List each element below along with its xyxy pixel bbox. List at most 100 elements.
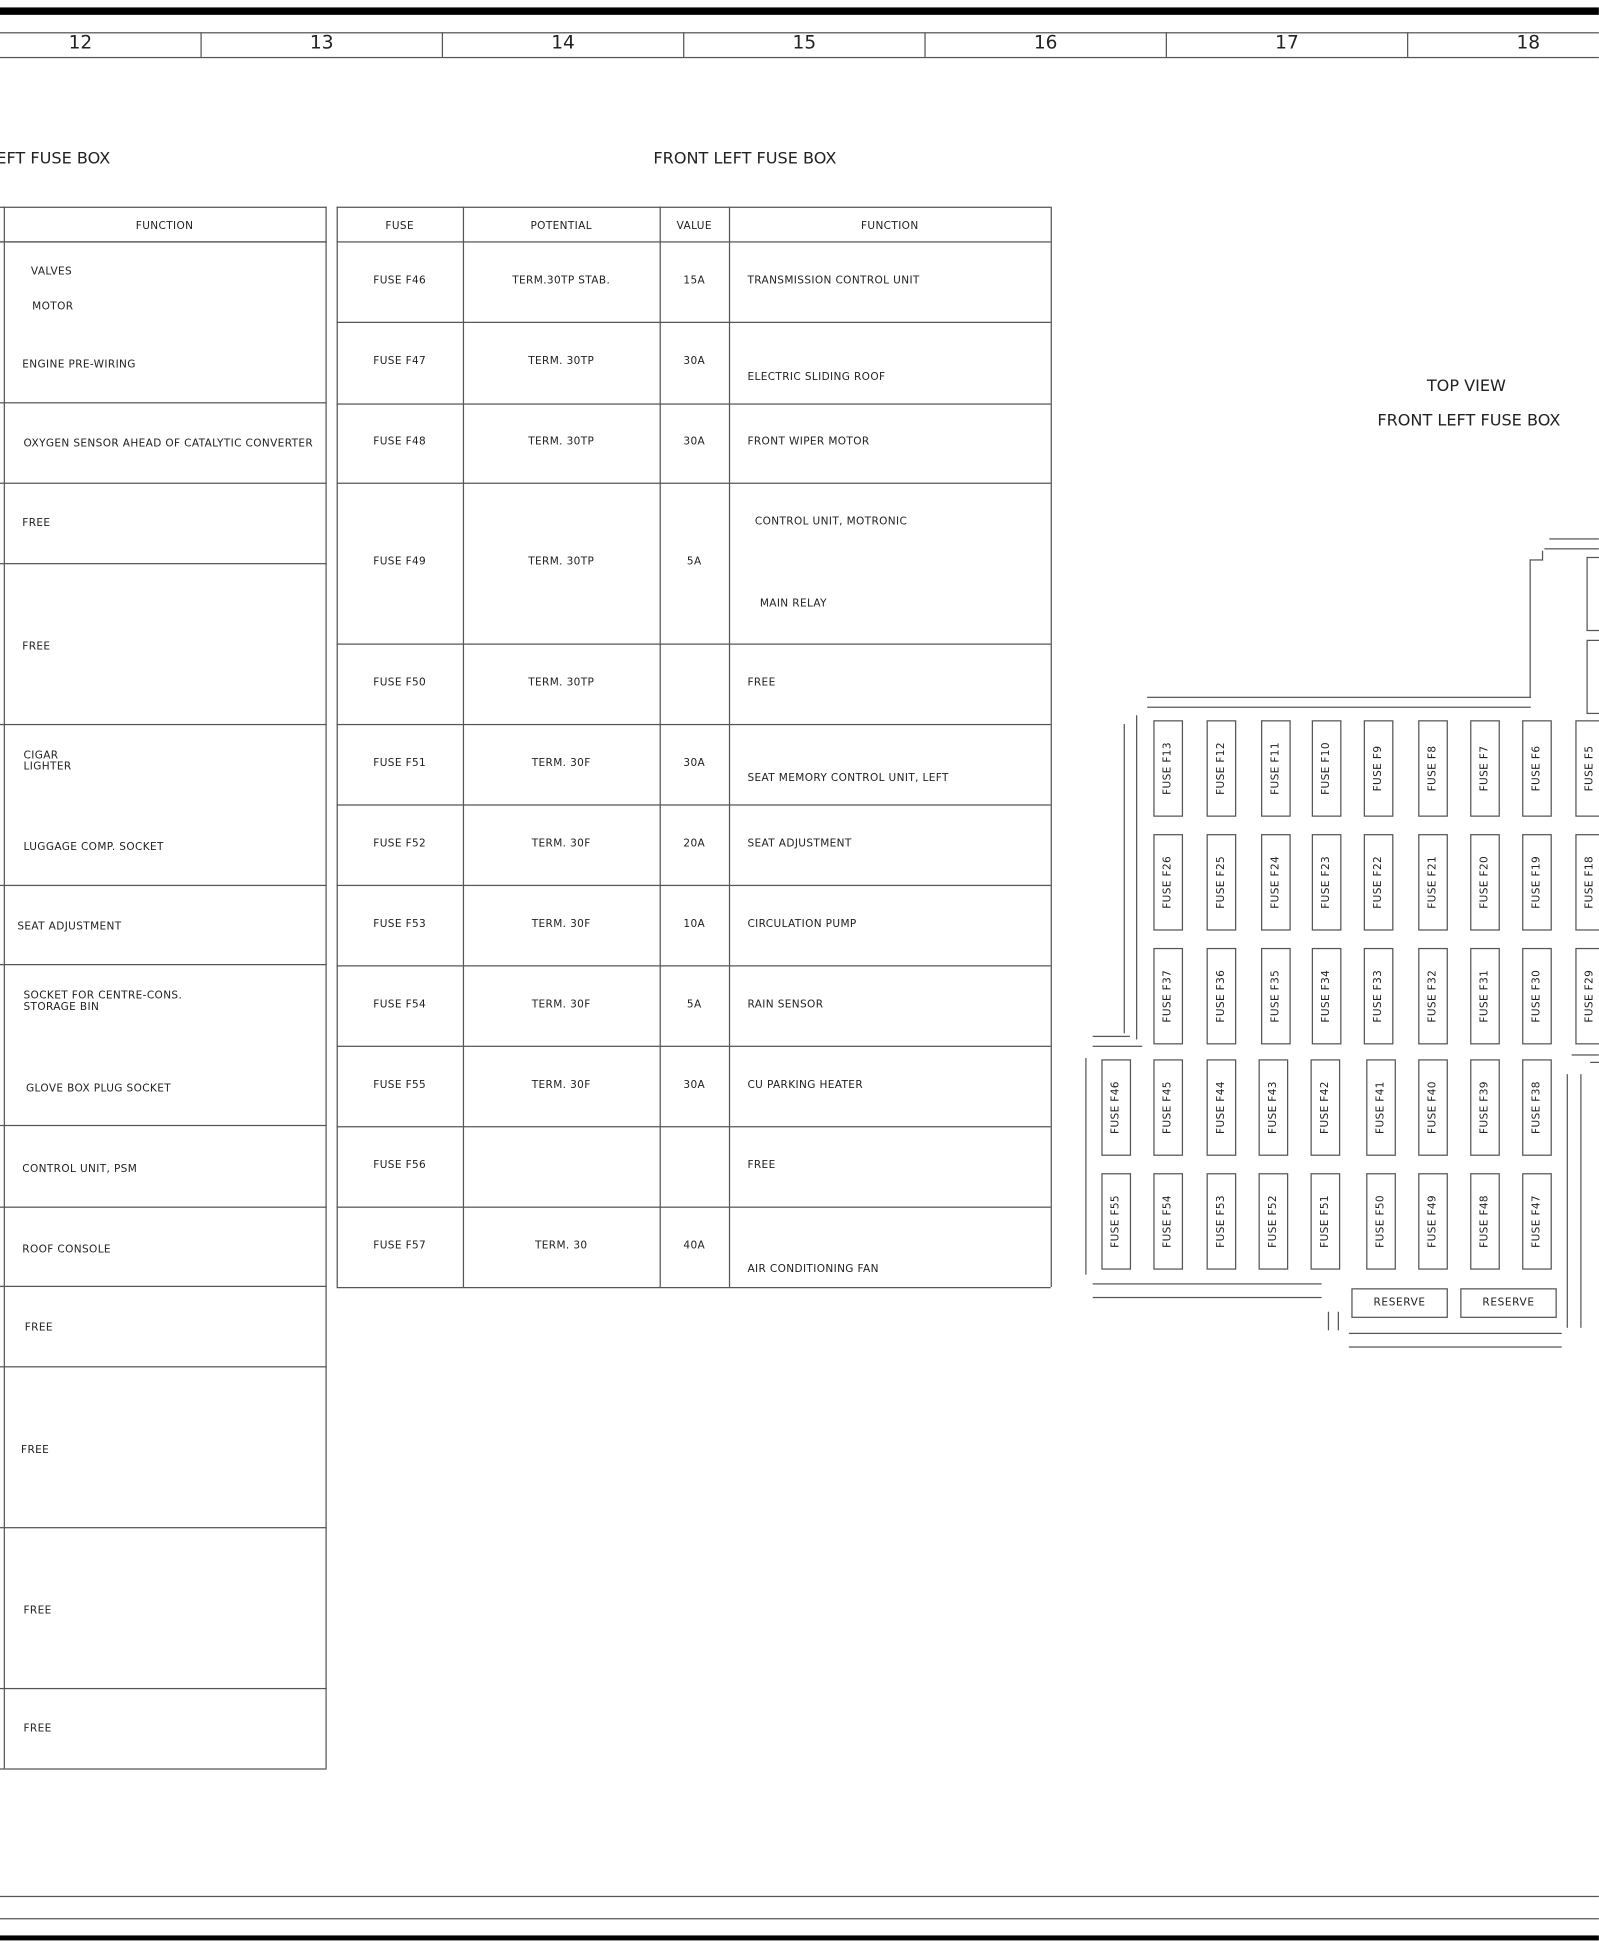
fuse-slot[interactable]: FUSE F9 [1363, 720, 1394, 817]
fuse-slot[interactable]: FUSE F54 [1153, 1173, 1184, 1270]
function-cell: MAIN RELAY [759, 597, 827, 611]
function-cell: AIR CONDITIONING FAN [747, 1263, 879, 1276]
fuse-slot[interactable]: FUSE F32 [1418, 947, 1448, 1045]
function-cell: CONTROL UNIT, MOTRONIC [754, 516, 908, 529]
fuse-slot[interactable]: FUSE F25 [1206, 834, 1237, 931]
fuse-slot[interactable]: FUSE F5 [1575, 720, 1599, 817]
fuse-label: FUSE F29 [1584, 969, 1597, 1023]
fuse-slot[interactable]: FUSE F52 [1258, 1173, 1289, 1270]
fuse-slot[interactable]: FUSE F24 [1261, 834, 1291, 931]
divider-line [1327, 1311, 1330, 1331]
fuse-slot[interactable]: FUSE F47 [1522, 1173, 1552, 1270]
fuse-slot[interactable]: FUSE F18 [1575, 834, 1599, 931]
fuse-label: FUSE F45 [1162, 1081, 1175, 1134]
fuse-slot[interactable]: FUSE F8 [1418, 720, 1448, 817]
divider-line [1147, 696, 1531, 698]
function-cell: FREE [747, 676, 776, 689]
fuse-slot[interactable]: FUSE F42 [1310, 1059, 1341, 1156]
divider-line [0, 884, 327, 887]
fuse-label: FUSE F46 [1110, 1081, 1123, 1134]
function-text: OXYGEN SENSOR AHEAD OF CATALYTIC CONVERT… [23, 438, 314, 451]
fuse-slot[interactable]: FUSE F21 [1418, 834, 1448, 931]
fuse-slot[interactable]: FUSE F6 [1522, 720, 1552, 817]
divider-line [1147, 706, 1531, 708]
fuse-slot[interactable]: FUSE F38 [1522, 1059, 1552, 1156]
fuse-slot[interactable]: FUSE F30 [1522, 947, 1552, 1045]
fuse-slot[interactable]: FUSE F55 [1101, 1173, 1132, 1270]
value-cell: 10A [683, 917, 706, 930]
fuse-label: FUSE F44 [1215, 1081, 1228, 1134]
fuse-label: FUSE F31 [1478, 969, 1492, 1023]
function-cell: TRANSMISSION CONTROL UNIT [747, 274, 920, 287]
fuse-slot[interactable]: FUSE F41 [1366, 1059, 1396, 1156]
fuse-slot[interactable]: FUSE F40 [1418, 1059, 1448, 1156]
fuse-label: FUSE F21 [1426, 855, 1440, 909]
divider-line [0, 1895, 1599, 1898]
value-cell: 5A [686, 998, 702, 1011]
function-cell: ELECTRIC SLIDING ROOF [747, 371, 886, 384]
fuse-slot[interactable]: FUSE F45 [1153, 1059, 1184, 1156]
divider-line [0, 1285, 327, 1287]
divider-line [336, 1045, 1051, 1047]
function-text: FREE [24, 1321, 53, 1335]
fuse-label: FUSE F52 [1267, 1194, 1280, 1248]
fuse-slot[interactable]: FUSE F12 [1206, 720, 1237, 817]
divider-line [1123, 723, 1125, 1034]
fuse-slot[interactable]: FUSE F35 [1261, 947, 1291, 1045]
fuse-slot[interactable]: FUSE F34 [1311, 947, 1342, 1045]
fuse-slot[interactable]: FUSE F49 [1418, 1173, 1448, 1270]
fuse-slot[interactable]: FUSE F39 [1470, 1059, 1500, 1156]
function-text: FREE [23, 1722, 52, 1735]
divider-line [1136, 715, 1138, 1040]
function-text: FREE [23, 1605, 52, 1618]
fuse-slot[interactable]: FUSE F29 [1575, 947, 1599, 1045]
fuse-slot[interactable]: FUSE F51 [1310, 1173, 1341, 1270]
fuse-label: FUSE F5 [1584, 745, 1597, 792]
fuse-slot[interactable]: FUSE F19 [1522, 834, 1552, 931]
fuse-slot[interactable]: FUSE F7 [1470, 720, 1500, 817]
divider-line [1348, 1332, 1562, 1335]
divider-line [0, 964, 327, 966]
fuse-slot[interactable]: FUSE F22 [1363, 834, 1394, 931]
divider-line [336, 643, 1051, 645]
function-text: SEAT ADJUSTMENT [17, 920, 122, 934]
potential-cell: TERM. 30TP [528, 435, 595, 448]
fuse-label: FUSE F33 [1372, 969, 1385, 1023]
fuse-slot[interactable]: FUSE F33 [1363, 947, 1394, 1045]
divider-line [441, 32, 444, 57]
fuse-slot[interactable]: FUSE F36 [1206, 947, 1237, 1045]
fuse-slot[interactable]: FUSE F50 [1366, 1173, 1396, 1270]
fuse-label: FUSE F48 [1478, 1194, 1492, 1248]
value-cell: 30A [683, 435, 706, 448]
fuse-slot[interactable]: FUSE F37 [1153, 947, 1184, 1045]
reserve-slot: RESERVE [1351, 1288, 1448, 1318]
fuse-label: FUSE F20 [1478, 855, 1492, 909]
reserve-slot: RESERVE [1460, 1288, 1557, 1318]
fuse-label: FUSE F23 [1320, 855, 1333, 909]
divider-line [0, 56, 1599, 59]
fuse-slot[interactable]: FUSE F31 [1470, 947, 1500, 1045]
fuse-slot[interactable]: FUSE F26 [1153, 834, 1184, 931]
fuse-slot[interactable]: FUSE F48 [1470, 1173, 1500, 1270]
fuse-slot[interactable]: FUSE F43 [1258, 1059, 1289, 1156]
fuse-label: FUSE F12 [1215, 742, 1228, 795]
fuse-slot[interactable]: FUSE F53 [1206, 1173, 1237, 1270]
fuse-label: FUSE F32 [1426, 969, 1440, 1023]
fuse-slot[interactable]: FUSE F10 [1311, 720, 1342, 817]
function-cell: FREE [747, 1158, 776, 1172]
divider-line [336, 206, 1051, 208]
fuse-label: FUSE F34 [1320, 969, 1333, 1023]
fuse-label: FUSE F19 [1530, 855, 1544, 909]
divider-line [0, 32, 1599, 34]
divider-line [1092, 1296, 1322, 1299]
table-title: EFT FUSE BOX [0, 149, 111, 169]
divider-line [0, 206, 327, 208]
fuse-slot[interactable]: FUSE F20 [1470, 834, 1500, 931]
fuse-slot[interactable]: FUSE F44 [1206, 1059, 1237, 1156]
fuse-slot[interactable]: FUSE F11 [1261, 720, 1291, 817]
potential-cell: TERM. 30TP [528, 676, 595, 689]
fuse-slot[interactable]: FUSE F23 [1311, 834, 1342, 931]
divider-line [1092, 1045, 1143, 1047]
fuse-slot[interactable]: FUSE F13 [1153, 720, 1184, 817]
fuse-slot[interactable]: FUSE F46 [1101, 1059, 1132, 1156]
